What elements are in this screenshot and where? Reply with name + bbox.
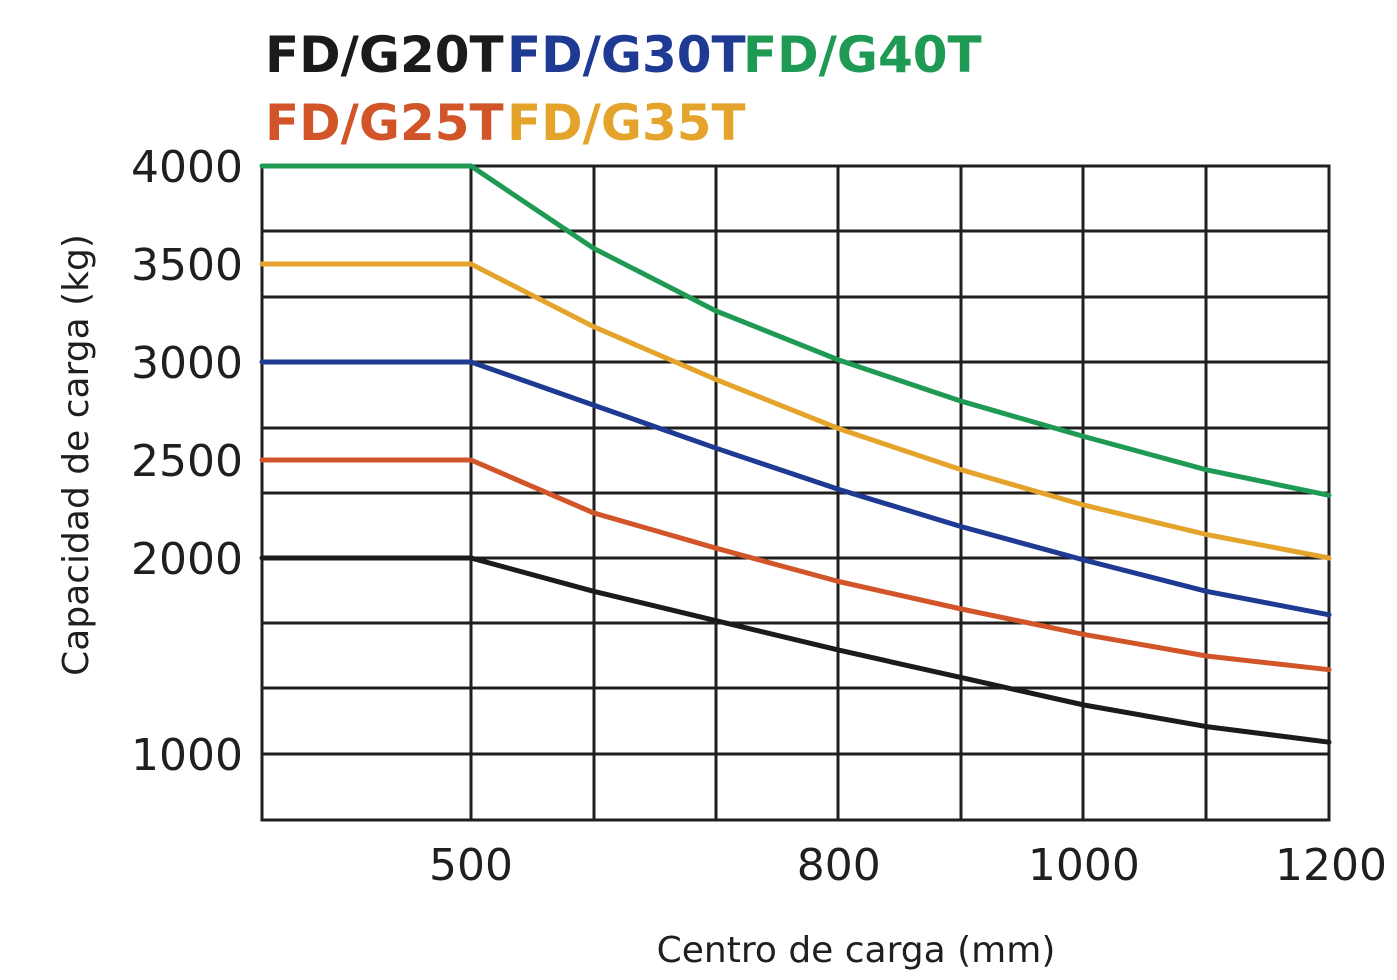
y-axis-label: Capacidad de carga (kg) bbox=[56, 234, 97, 676]
legend-fd-g20t: FD/G20T bbox=[265, 26, 504, 84]
x-tick-label-800: 800 bbox=[797, 840, 881, 891]
y-tick-label-2500: 2500 bbox=[131, 436, 243, 487]
x-tick-label-1000: 1000 bbox=[1028, 840, 1140, 891]
x-axis-ticks: 500 800 1000 1200 bbox=[429, 840, 1387, 891]
y-tick-label-1000: 1000 bbox=[131, 730, 243, 781]
series-line-fd-g20t bbox=[259, 555, 1332, 745]
series-line-fd-g35t bbox=[259, 261, 1332, 561]
series-line-fd-g25t bbox=[259, 457, 1332, 673]
legend-fd-g40t: FD/G40T bbox=[743, 26, 982, 84]
y-tick-label-2000: 2000 bbox=[131, 534, 243, 585]
legend-fd-g25t: FD/G25T bbox=[265, 94, 504, 152]
y-tick-label-3000: 3000 bbox=[131, 338, 243, 389]
legend-fd-g35t: FD/G35T bbox=[507, 94, 746, 152]
series-line-fd-g40t bbox=[259, 163, 1332, 498]
x-tick-label-500: 500 bbox=[429, 840, 513, 891]
series-lines bbox=[259, 163, 1332, 745]
legend-fd-g30t: FD/G30T bbox=[507, 26, 746, 84]
x-axis-label: Centro de carga (mm) bbox=[657, 930, 1056, 971]
y-axis-ticks: 1000 2000 2500 3000 3500 4000 bbox=[131, 142, 243, 781]
y-tick-label-4000: 4000 bbox=[131, 142, 243, 193]
series-line-fd-g30t bbox=[259, 359, 1332, 618]
x-tick-label-1200: 1200 bbox=[1275, 840, 1387, 891]
y-tick-label-3500: 3500 bbox=[131, 240, 243, 291]
